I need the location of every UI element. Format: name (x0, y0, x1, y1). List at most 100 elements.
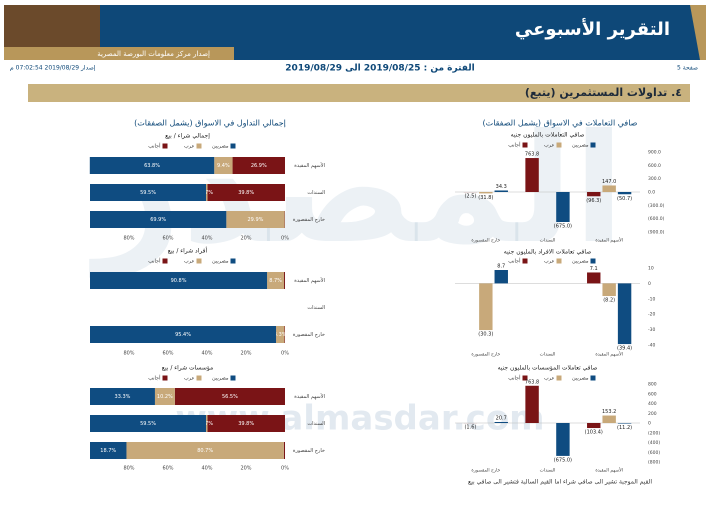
bar-segment (90, 184, 207, 201)
value-label: (39.4) (617, 346, 632, 352)
bar (587, 192, 601, 197)
legend-label: مصريين (212, 259, 229, 265)
header-subtitle: إصدار مركز معلومات البورصة المصرية (97, 50, 210, 58)
y-tick-label: 0 (648, 421, 651, 427)
bar (617, 192, 632, 195)
x-tick-label: 60% (162, 236, 173, 242)
value-label: 20.7 (496, 415, 507, 421)
legend-swatch (162, 258, 168, 264)
value-label: 153.2 (602, 409, 616, 415)
bar-segment (90, 326, 277, 343)
x-tick-label: 80% (123, 236, 134, 242)
bar-segment (226, 211, 285, 228)
legend-label: أجانب (148, 258, 161, 265)
legend-label: أجانب (508, 142, 521, 149)
value-label: 59.5% (140, 190, 156, 196)
legend-label: عرب (184, 144, 194, 150)
bar (479, 192, 493, 194)
legend-label: أجانب (508, 258, 521, 265)
value-label: 9.4% (217, 163, 230, 169)
bar-segment (90, 388, 155, 405)
value-label: 56.5% (222, 394, 238, 400)
category-label: خارج المقصورة (471, 239, 500, 244)
category-label: السندات (540, 353, 556, 358)
chart-title: مؤسسات شراء / بيع (162, 365, 213, 372)
right-column-title: صافي التعاملات في الاسواق (يشمل الصفقات) (483, 119, 638, 128)
x-tick-label: 20% (240, 466, 251, 472)
legend-swatch (590, 142, 596, 148)
y-tick-label: 400 (648, 401, 657, 407)
legend-label: أجانب (148, 375, 161, 382)
x-tick-label: 20% (240, 351, 251, 357)
legend-swatch (162, 375, 168, 381)
x-tick-label: 40% (201, 351, 212, 357)
value-label: 59.5% (140, 421, 156, 427)
value-label: 8.7 (497, 264, 505, 270)
legend-label: مصريين (572, 143, 589, 149)
chart-title: صافي التعاملات بالمليون جنيه (511, 132, 585, 139)
value-label: 63.8% (144, 163, 160, 169)
value-label: (103.4) (585, 430, 603, 436)
left-column-title: إجمالي التداول في الاسواق (يشمل الصفقات) (134, 119, 286, 129)
bar (602, 283, 616, 297)
section-bar (28, 84, 690, 102)
value-label: 29.9% (248, 217, 264, 223)
legend-label: عرب (544, 259, 554, 265)
legend-swatch (556, 375, 562, 381)
x-tick-label: 0% (281, 351, 289, 357)
bar-segment (89, 157, 215, 174)
value-label: 18.7% (100, 448, 116, 454)
y-tick-label: -20 (648, 312, 655, 318)
category-label: السندات (307, 190, 325, 196)
header-strip (4, 47, 234, 60)
category-label: السندات (307, 305, 325, 311)
bar (479, 283, 493, 331)
bar-segment (214, 157, 233, 174)
category-label: خارج المقصورة (293, 448, 325, 454)
legend-swatch (230, 375, 236, 381)
value-label: 34.3 (496, 184, 507, 190)
bar (494, 190, 508, 192)
legend-label: عرب (184, 259, 194, 265)
y-tick-label: (600) (648, 450, 660, 456)
category-label: السندات (307, 421, 325, 427)
bar (525, 158, 539, 192)
legend-label: مصريين (212, 376, 229, 382)
category-label: خارج المقصورة (471, 353, 500, 358)
y-tick-label: -40 (648, 343, 655, 349)
bar-segment (284, 272, 285, 289)
bar (587, 272, 601, 284)
legend-swatch (196, 375, 202, 381)
value-label: (675.0) (554, 457, 572, 463)
header-title: التقرير الأسبوعي (515, 18, 670, 40)
bar (494, 421, 508, 423)
value-label: 4.3% (274, 332, 287, 338)
y-tick-label: -10 (648, 296, 655, 302)
value-label: 39.8% (238, 421, 254, 427)
legend-label: أجانب (508, 375, 521, 382)
bar-segment (207, 415, 285, 432)
category-label: الأسهم المقيدة (595, 351, 623, 358)
value-label: 147.0 (602, 179, 616, 185)
bar-segment (206, 415, 208, 432)
legend-swatch (162, 143, 168, 149)
legend-label: مصريين (572, 259, 589, 265)
header-accent (690, 5, 706, 60)
category-label: خارج المقصورة (293, 332, 325, 338)
y-tick-label: 600 (648, 391, 657, 397)
x-tick-label: 20% (240, 236, 251, 242)
legend-swatch (522, 375, 528, 381)
legend-label: عرب (544, 143, 554, 149)
legend-swatch (590, 375, 596, 381)
bar-segment (154, 388, 175, 405)
category-label: الأسهم المقيدة (595, 237, 623, 244)
chart-title: أفراد شراء / بيع (168, 247, 208, 255)
section-title: ٤. تداولات المستثمرين (يتبع) (525, 86, 682, 99)
legend-swatch (522, 258, 528, 264)
value-label: 10.2% (157, 394, 173, 400)
value-label: 763.8 (525, 379, 539, 385)
issued: إصدار 2019/08/29 07:02:54 م (10, 65, 96, 72)
category-label: الأسهم المقيدة (294, 162, 325, 169)
y-tick-label: 200 (648, 411, 657, 417)
